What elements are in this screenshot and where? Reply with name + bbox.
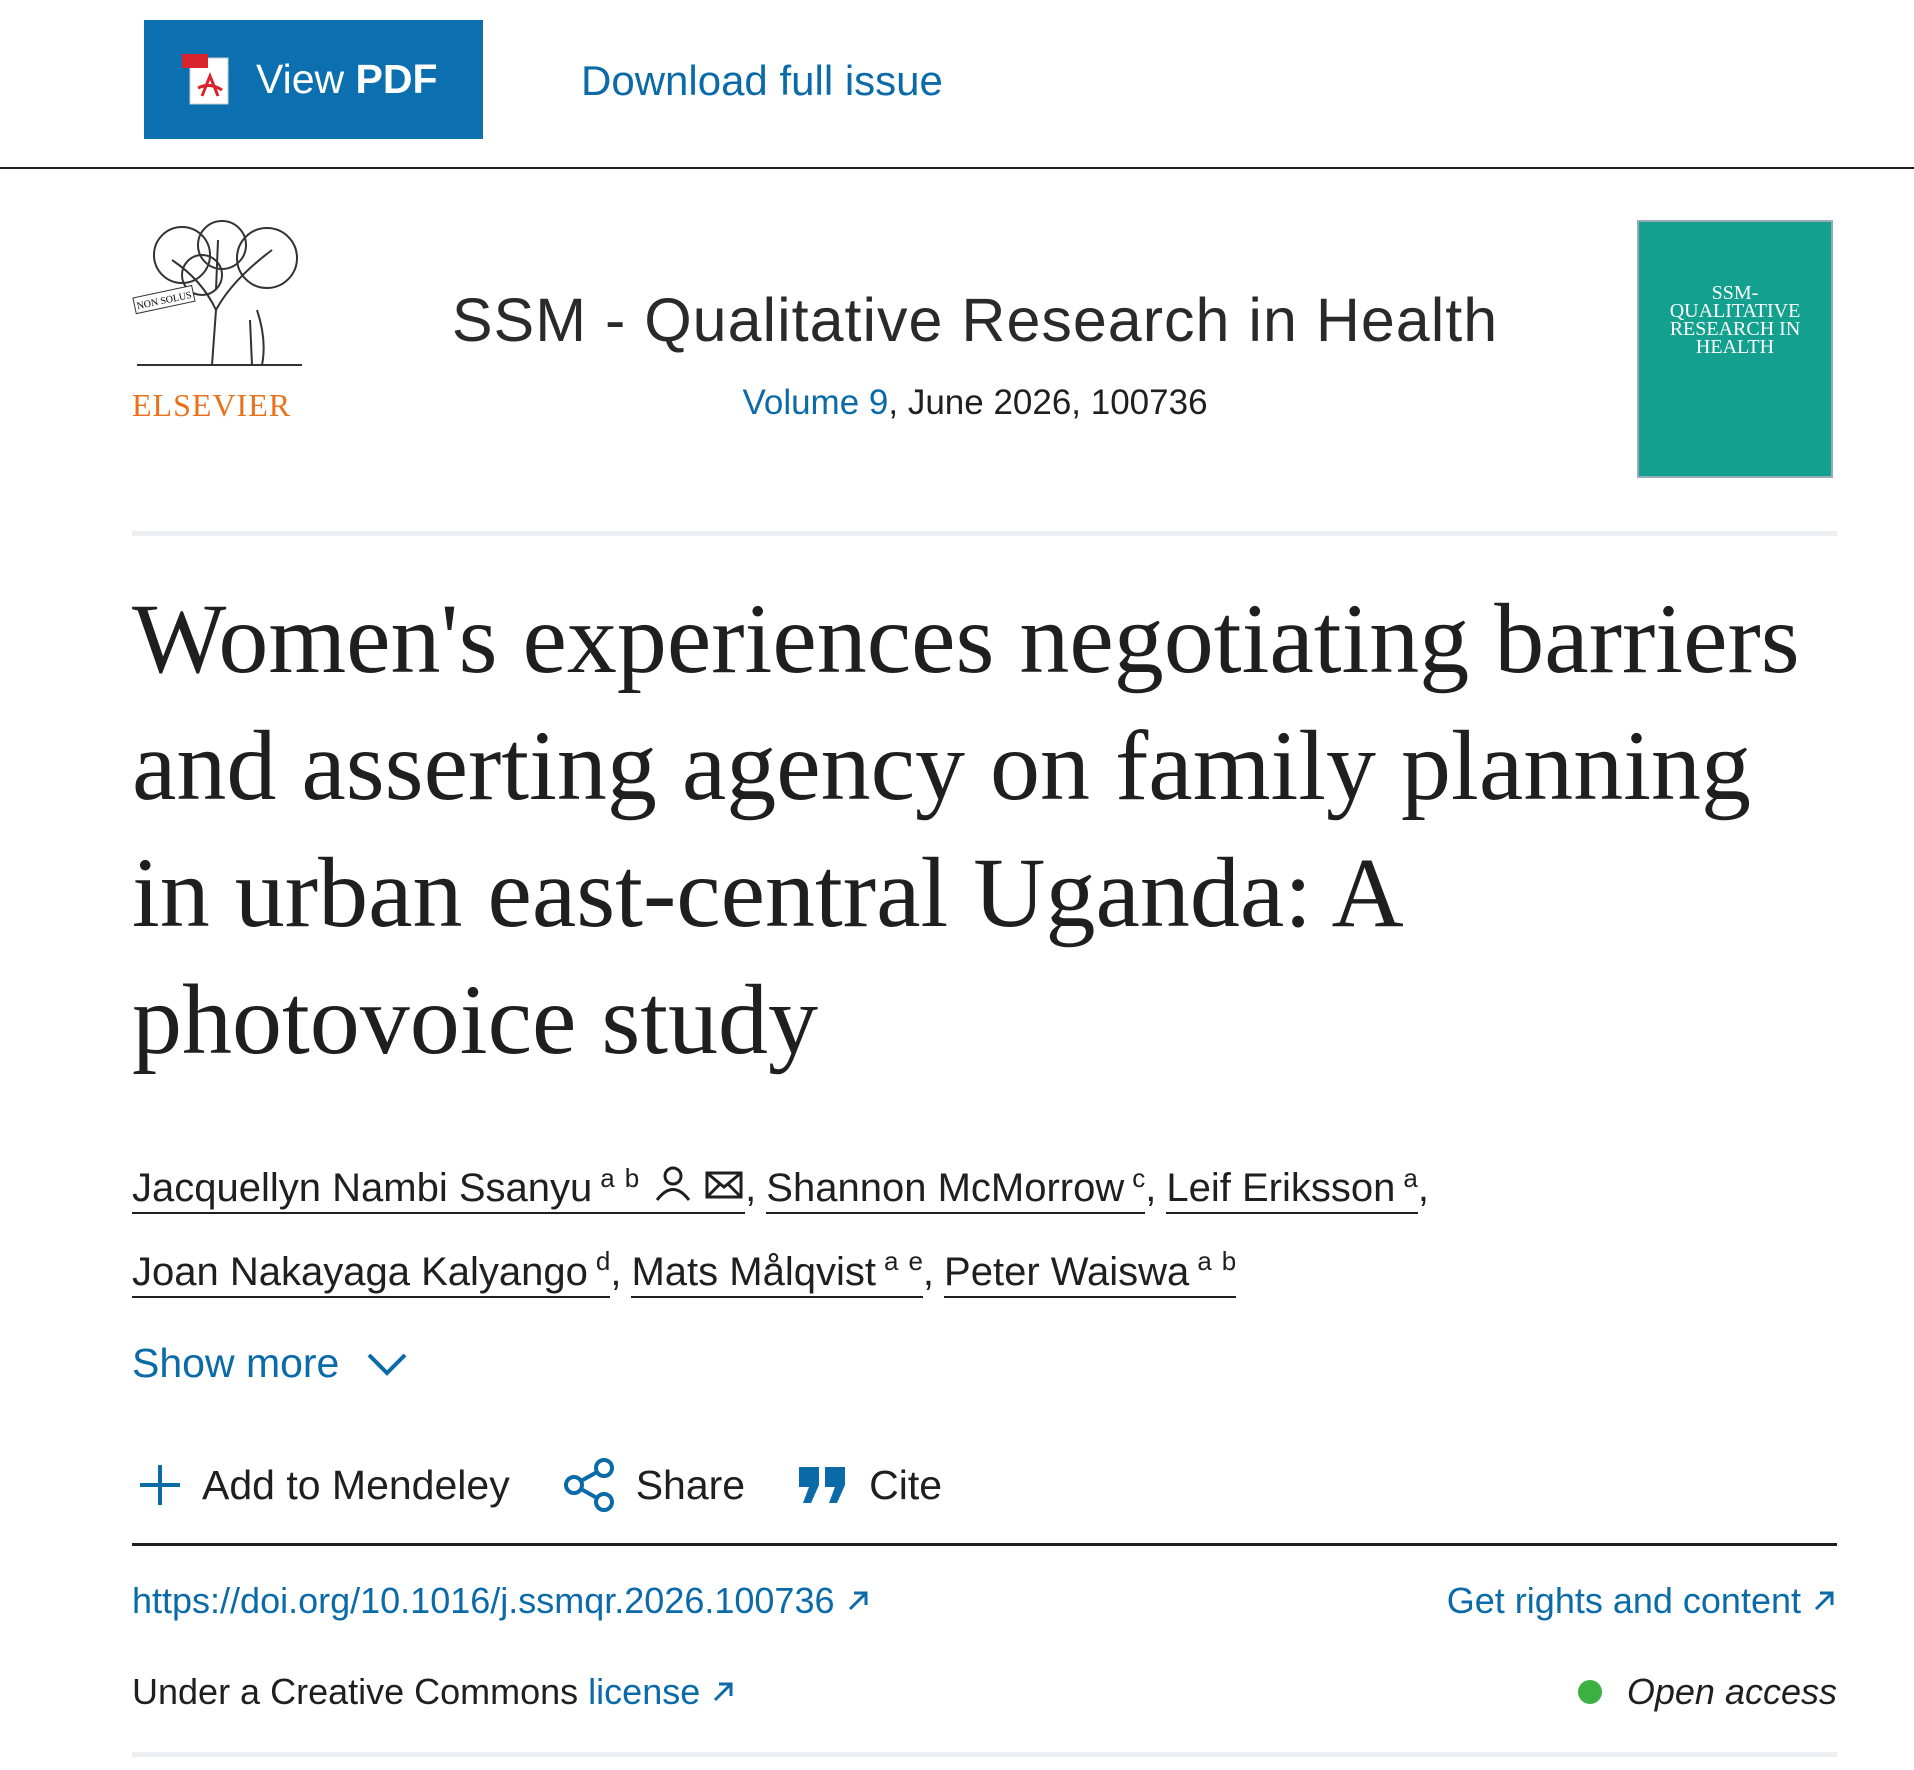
author-name: Joan Nakayaga Kalyango <box>132 1249 588 1294</box>
view-text: View <box>256 56 345 102</box>
header-divider <box>132 531 1837 536</box>
action-label: Share <box>635 1461 746 1508</box>
chevron-icon <box>367 1353 407 1376</box>
author-name: Mats Målqvist <box>631 1249 876 1294</box>
journal-title[interactable]: SSM - Qualitative Research in Health <box>451 286 1499 354</box>
issue-details: , June 2026, 100736 <box>888 383 1208 422</box>
volume-line: Volume 9, June 2026, 100736 <box>330 383 1620 423</box>
action-label: Cite <box>869 1461 943 1508</box>
access-badge: Open access <box>1577 1671 1837 1713</box>
view-pdf-label: View PDF <box>256 56 438 103</box>
author-name: Jacquellyn Nambi Ssanyu <box>132 1166 593 1211</box>
affiliation: a <box>1197 1246 1212 1277</box>
external-arrow <box>848 1591 867 1611</box>
affiliation: a <box>883 1246 899 1277</box>
affiliation: d <box>595 1246 611 1277</box>
affiliation-marks: d <box>596 1246 610 1276</box>
action-label: Add to Mendeley <box>202 1461 510 1508</box>
plus-icon <box>140 1465 180 1505</box>
tree-logo: NON SOLUS <box>132 220 302 366</box>
affiliation: b <box>624 1163 640 1193</box>
person-icon <box>655 1166 691 1202</box>
affiliation: c <box>1132 1163 1146 1193</box>
doi-link[interactable]: https://doi.org/10.1016/j.ssmqr.2026.100… <box>132 1580 871 1622</box>
license-text: license <box>588 1671 701 1712</box>
action-divider <box>132 1543 1837 1546</box>
green-dot <box>1577 1680 1602 1704</box>
affiliation: e <box>908 1246 923 1277</box>
cover-title: SSM-QUALITATIVE RESEARCH IN HEALTH <box>1669 282 1801 358</box>
affiliation: a <box>600 1163 615 1193</box>
email-icon <box>705 1171 743 1199</box>
author-link[interactable]: Shannon McMorrow c <box>766 1163 1146 1215</box>
affiliation-marks: c <box>1132 1163 1145 1193</box>
show-more-label: Show more <box>132 1340 340 1386</box>
affiliation: a <box>1403 1163 1418 1193</box>
doi-text: https://doi.org/10.1016/j.ssmqr.2026.100… <box>132 1580 835 1621</box>
author-name: Leif Eriksson <box>1166 1166 1396 1211</box>
pdf-text: PDF <box>355 56 438 102</box>
elsevier-logo[interactable]: NON SOLUS ELSEVIER <box>132 220 307 423</box>
article-title: Women's experiences negotiating barriers… <box>132 583 1800 1075</box>
quote-icon <box>799 1467 846 1503</box>
action-bar: Add to Mendeley Share Cite <box>138 1458 994 1512</box>
mendeley-button[interactable]: Add to Mendeley <box>138 1462 510 1509</box>
author-link[interactable]: Peter Waiswa a b <box>944 1246 1237 1298</box>
share-button[interactable]: Share <box>562 1458 745 1512</box>
license-line: Under a Creative Commons license <box>132 1671 736 1713</box>
journal-cover[interactable]: SSM-QUALITATIVE RESEARCH IN HEALTH <box>1637 220 1833 478</box>
author-separator: , <box>745 1166 757 1211</box>
author-link[interactable]: Leif Eriksson a <box>1166 1163 1418 1215</box>
access-text: Open access <box>1626 1671 1837 1712</box>
author-name: Peter Waiswa <box>944 1249 1190 1294</box>
view-pdf-button[interactable]: View PDF <box>144 20 483 139</box>
author-link[interactable]: Joan Nakayaga Kalyango d <box>132 1246 611 1298</box>
external-arrow <box>714 1682 733 1702</box>
show-more[interactable]: Show more <box>132 1340 409 1387</box>
download-issue-link[interactable]: Download full issue <box>581 57 943 104</box>
volume-link[interactable]: Volume 9 <box>742 383 889 422</box>
external-arrow <box>1814 1591 1834 1611</box>
author-icons <box>639 1166 745 1210</box>
author-separator: , <box>1145 1166 1157 1211</box>
author-separator: , <box>1417 1166 1429 1211</box>
author-separator: , <box>610 1249 622 1294</box>
cite-button[interactable]: Cite <box>797 1462 942 1509</box>
license-prefix: Under a Creative Commons <box>132 1671 579 1712</box>
author-separator: , <box>922 1249 935 1294</box>
author-list: Jacquellyn Nambi Ssanyu a b, Shannon McMorr… <box>132 1142 1837 1309</box>
license-link[interactable]: license <box>588 1671 736 1713</box>
toolbar-divider <box>0 167 1914 169</box>
share-icon <box>563 1458 614 1512</box>
affiliation: b <box>1221 1246 1237 1277</box>
rights-text: Get rights and content <box>1446 1580 1801 1621</box>
footer-divider <box>132 1752 1837 1757</box>
rights-link[interactable]: Get rights and content <box>1447 1580 1837 1622</box>
pdf-icon <box>182 53 229 104</box>
publisher: ELSEVIER <box>132 387 292 423</box>
author-name: Shannon McMorrow <box>766 1166 1125 1211</box>
affiliation-marks: a <box>1403 1163 1417 1193</box>
author-link[interactable]: Mats Målqvist a e <box>631 1246 923 1298</box>
author-link[interactable]: Jacquellyn Nambi Ssanyu a b <box>132 1163 746 1215</box>
